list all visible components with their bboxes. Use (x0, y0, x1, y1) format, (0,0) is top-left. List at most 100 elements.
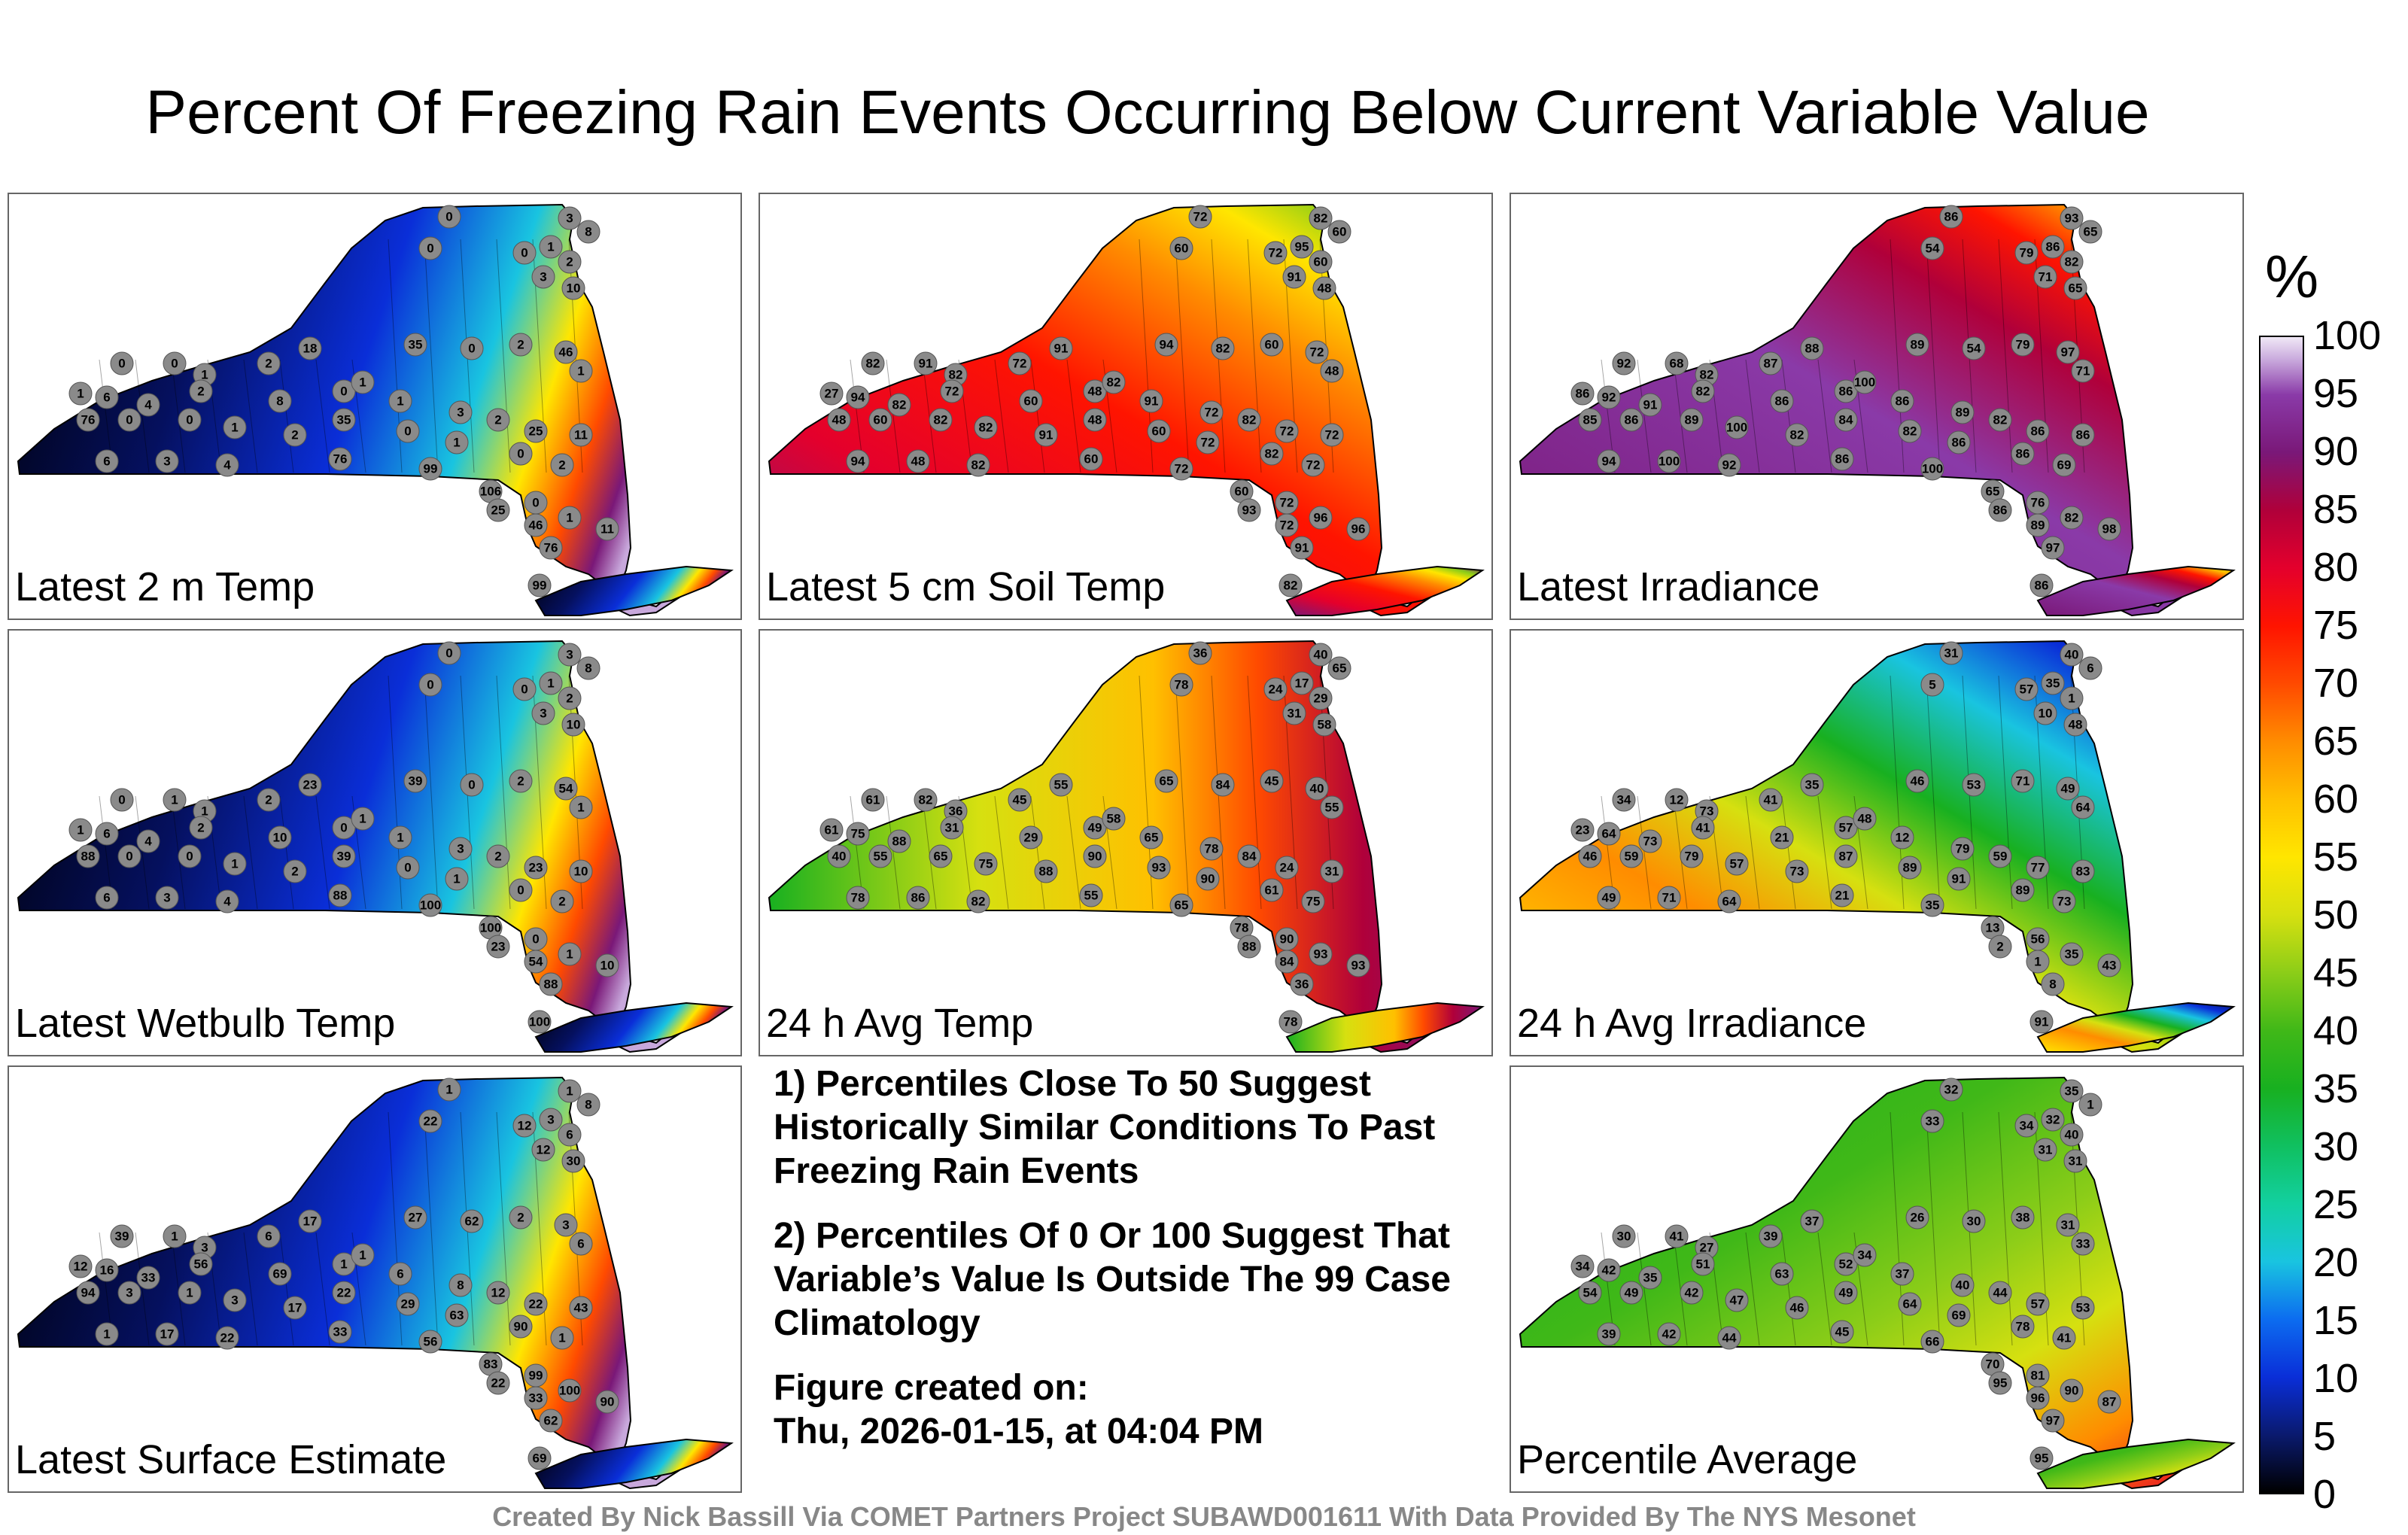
station-dot (1034, 859, 1058, 883)
station-value: 54 (1967, 342, 1981, 356)
station-value: 48 (1858, 812, 1872, 826)
station-value: 10 (273, 831, 287, 845)
station-value: 0 (521, 246, 528, 260)
station-value: 29 (1314, 692, 1328, 706)
county-line (1247, 675, 1262, 910)
panel-latest-irradiance: 86 93 65 54 79 86 82 71 65 92 68 82 87 88 89 54 79 97 71 86… (1510, 193, 2244, 620)
station-dot (561, 276, 585, 300)
station-marker: 2 (283, 423, 307, 447)
station-dot (2041, 1108, 2065, 1132)
station-value: 48 (1325, 364, 1339, 378)
station-dot (512, 241, 537, 265)
station-value: 58 (1107, 812, 1121, 826)
station-dot (1169, 457, 1193, 481)
station-value: 12 (491, 1286, 506, 1300)
station-value: 1 (566, 511, 573, 525)
station-value: 1 (445, 1083, 452, 1097)
station-dot (827, 844, 851, 868)
station-marker: 95 (1988, 1371, 2012, 1395)
station-marker: 2 (189, 379, 213, 403)
station-dot (1211, 773, 1235, 797)
station-marker: 94 (846, 385, 870, 409)
county-line (1817, 795, 1832, 910)
station-value: 4 (144, 398, 152, 412)
station-value: 38 (2016, 1211, 2030, 1225)
station-value: 41 (1764, 793, 1778, 807)
station-value: 69 (2057, 458, 2072, 473)
station-marker: 54 (1578, 1281, 1602, 1305)
station-marker: 29 (396, 1292, 420, 1316)
colorbar-tick: 50 (2313, 892, 2359, 938)
station-marker: 35 (1920, 893, 1944, 917)
station-dot (1800, 1209, 1824, 1233)
station-value: 65 (2084, 225, 2098, 239)
station-dot (2056, 777, 2080, 801)
station-value: 46 (1583, 850, 1598, 864)
station-value: 8 (276, 394, 283, 409)
station-value: 1 (566, 1084, 573, 1099)
station-marker: 73 (2052, 889, 2076, 913)
station-dot (2033, 1138, 2057, 1162)
station-value: 3 (562, 1218, 569, 1233)
station-dot (403, 333, 427, 357)
station-dot (163, 351, 187, 375)
station-value: 0 (171, 357, 178, 371)
station-value: 82 (971, 458, 986, 473)
station-marker: 63 (445, 1303, 469, 1327)
station-dot (2060, 1079, 2084, 1103)
station-value: 49 (1839, 1286, 1853, 1300)
station-value: 29 (1024, 831, 1038, 845)
station-value: 34 (2020, 1119, 2034, 1133)
station-marker: 72 (1199, 400, 1224, 424)
station-value: 88 (1039, 865, 1054, 879)
station-dot (1988, 498, 2012, 522)
station-marker: 64 (2071, 795, 2095, 819)
station-value: 82 (1903, 424, 1917, 439)
station-marker: 93 (1309, 942, 1333, 966)
station-marker: 82 (1260, 442, 1284, 466)
station-marker: 3 (223, 1288, 247, 1312)
station-marker: 0 (437, 641, 461, 665)
station-value: 3 (547, 1113, 554, 1127)
station-dot (2026, 856, 2050, 880)
station-value: 25 (491, 503, 506, 518)
station-marker: 65 (1327, 656, 1351, 680)
station-marker: 11 (569, 423, 593, 447)
station-value: 95 (1295, 240, 1309, 254)
station-value: 43 (574, 1301, 588, 1315)
county-line (279, 795, 294, 910)
station-dot (418, 673, 442, 697)
station-dot (1278, 1010, 1303, 1034)
station-dot (178, 408, 202, 432)
station-dot (2041, 1409, 2065, 1433)
station-dot (1169, 893, 1193, 917)
station-marker: 1 (351, 1243, 375, 1267)
station-marker: 88 (887, 829, 911, 853)
station-marker: 91 (1282, 265, 1306, 289)
station-dot (1947, 867, 1971, 891)
station-marker: 2 (558, 250, 582, 274)
station-value: 1 (547, 240, 554, 254)
station-value: 77 (2031, 861, 2045, 875)
station-value: 46 (529, 518, 543, 533)
station-marker: 62 (460, 1209, 484, 1233)
station-dot (558, 643, 582, 667)
station-value: 86 (2016, 447, 2030, 461)
station-dot (2056, 1213, 2080, 1237)
station-dot (2026, 1292, 2050, 1316)
station-dot (445, 867, 469, 891)
station-value: 48 (2069, 718, 2083, 732)
station-dot (2078, 220, 2102, 244)
county-line (135, 795, 150, 910)
station-value: 66 (1926, 1335, 1940, 1349)
station-dot (509, 1205, 533, 1230)
station-value: 46 (559, 345, 573, 360)
colorbar-tick: 35 (2313, 1066, 2359, 1111)
station-value: 41 (1670, 1230, 1684, 1244)
station-dot (531, 701, 555, 725)
station-value: 2 (517, 1211, 524, 1225)
station-value: 33 (1926, 1114, 1940, 1129)
station-value: 1 (340, 1257, 347, 1272)
station-dot (1800, 336, 1824, 360)
